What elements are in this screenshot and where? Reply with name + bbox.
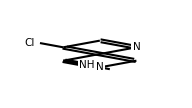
Text: N: N xyxy=(96,62,104,72)
Text: NH: NH xyxy=(79,60,94,70)
Text: N: N xyxy=(132,42,140,52)
Text: Cl: Cl xyxy=(25,38,35,48)
